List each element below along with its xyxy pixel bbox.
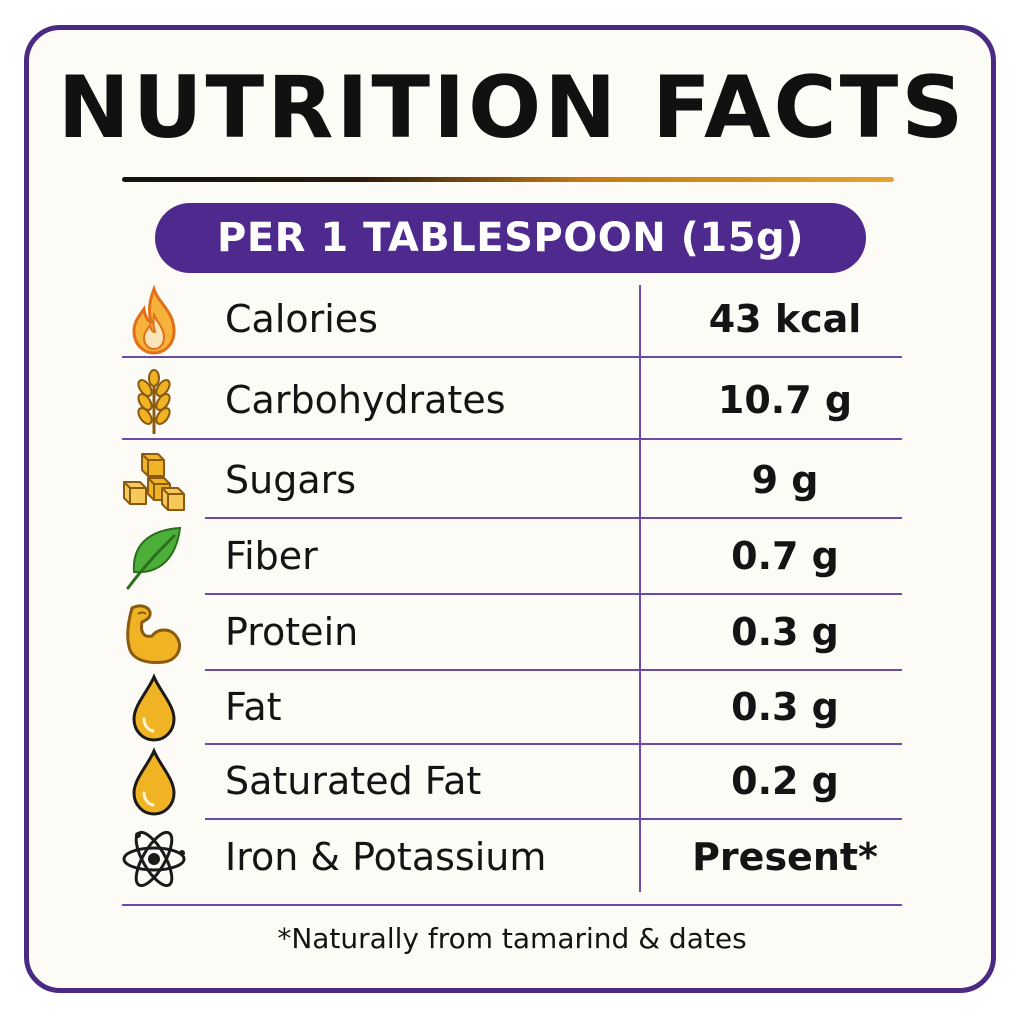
flexed-bicep-icon — [126, 604, 181, 664]
nutrient-label: Sugars — [225, 458, 357, 502]
row-divider — [122, 356, 902, 358]
row-divider — [205, 517, 902, 519]
nutrient-label: Calories — [225, 297, 378, 341]
nutrition-card — [24, 25, 996, 993]
leaf-icon — [126, 526, 182, 590]
nutrient-label: Saturated Fat — [225, 759, 482, 803]
flame-icon — [132, 285, 176, 355]
row-divider — [205, 593, 902, 595]
atom-icon — [122, 830, 186, 888]
nutrient-label: Iron & Potassium — [225, 835, 547, 879]
nutrient-row-saturated-fat: Saturated Fat 0.2 g — [0, 747, 1024, 819]
serving-size-banner: PER 1 TABLESPOON (15g) — [155, 203, 866, 273]
nutrient-value: 0.3 g — [731, 610, 839, 654]
nutrient-row-sugars: Sugars 9 g — [0, 446, 1024, 518]
nutrient-value: 10.7 g — [717, 378, 853, 422]
row-divider — [205, 669, 902, 671]
nutrient-value: 0.2 g — [731, 759, 839, 803]
nutrient-row-protein: Protein 0.3 g — [0, 598, 1024, 670]
nutrient-value: Present* — [692, 835, 878, 879]
nutrient-row-fat: Fat 0.3 g — [0, 673, 1024, 745]
footnote: *Naturally from tamarind & dates — [277, 922, 747, 955]
sugar-cubes-icon — [123, 453, 185, 511]
nutrient-row-iron-potassium: Iron & Potassium Present* — [0, 823, 1024, 895]
row-divider — [205, 818, 902, 820]
oil-drop-icon — [132, 747, 176, 816]
nutrient-value: 43 kcal — [708, 297, 862, 341]
page-title: NUTRITION FACTS — [57, 58, 967, 158]
nutrient-label: Protein — [225, 610, 359, 654]
table-bottom-rule — [122, 904, 902, 906]
row-divider — [205, 743, 902, 745]
column-divider — [639, 285, 641, 892]
nutrient-value: 0.7 g — [731, 534, 839, 578]
nutrient-row-carbohydrates: Carbohydrates 10.7 g — [0, 366, 1024, 438]
nutrient-row-calories: Calories 43 kcal — [0, 285, 1024, 357]
oil-drop-icon — [132, 673, 176, 742]
nutrient-label: Carbohydrates — [225, 378, 506, 422]
title-underline — [122, 177, 894, 182]
wheat-icon — [137, 369, 171, 434]
nutrient-label: Fiber — [225, 534, 318, 578]
nutrient-label: Fat — [225, 685, 282, 729]
nutrient-value: 0.3 g — [731, 685, 839, 729]
nutrient-value: 9 g — [751, 458, 819, 502]
nutrient-row-fiber: Fiber 0.7 g — [0, 522, 1024, 594]
row-divider — [122, 438, 902, 440]
